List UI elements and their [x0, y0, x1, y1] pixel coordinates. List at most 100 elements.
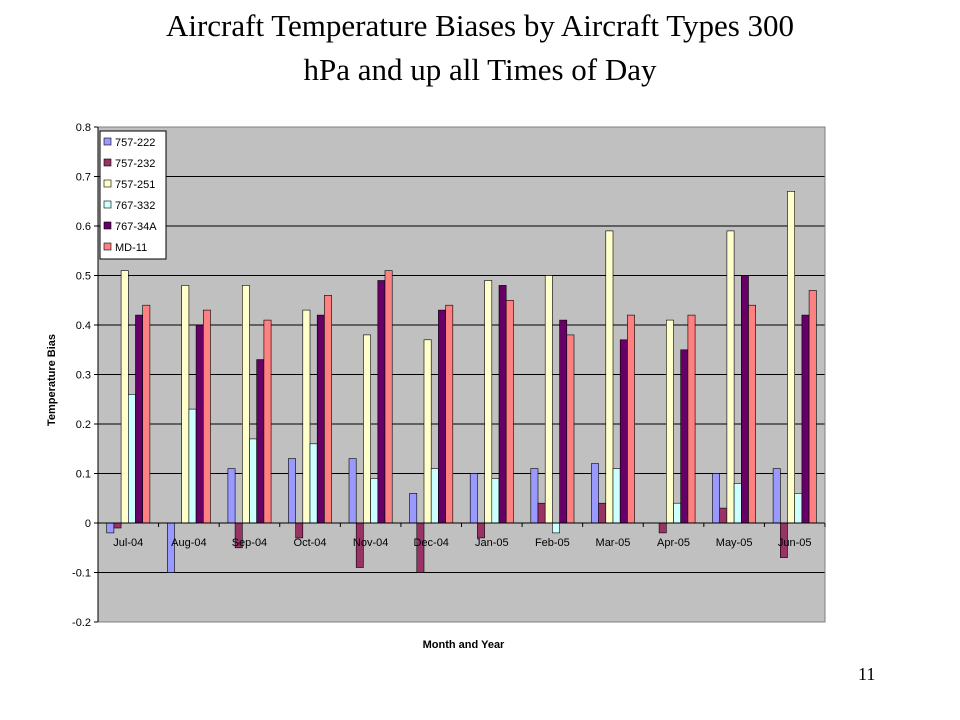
bar [106, 522, 115, 534]
bar [142, 304, 151, 524]
bar [302, 309, 311, 524]
y-tick-label: -0.1 [72, 568, 91, 580]
y-tick-label: 0.7 [76, 172, 91, 184]
legend-swatch [103, 200, 112, 209]
bar [673, 502, 681, 524]
bar [384, 270, 393, 524]
page-number: 11 [858, 664, 876, 684]
bar [687, 314, 696, 524]
bar [324, 294, 332, 524]
x-tick-label: Sep-04 [232, 537, 267, 549]
bar [559, 319, 568, 524]
bar [135, 314, 143, 524]
bar [530, 468, 539, 524]
bar [203, 309, 211, 524]
x-tick-label: Jan-05 [475, 537, 509, 549]
bar [120, 270, 129, 524]
legend-label: 757-232 [115, 158, 155, 170]
legend-swatch [103, 242, 112, 251]
bar [619, 339, 628, 524]
bar [794, 492, 803, 524]
bar [591, 463, 599, 524]
bar [537, 502, 546, 524]
bar [477, 522, 485, 539]
bar [605, 230, 614, 524]
x-tick-label: Mar-05 [596, 537, 631, 549]
legend-label: 767-34A [115, 221, 157, 233]
bar [309, 443, 318, 524]
bar [627, 314, 635, 524]
bar [658, 522, 667, 534]
y-tick-label: 0.1 [76, 469, 91, 481]
x-tick-label: Feb-05 [535, 537, 570, 549]
bar [772, 468, 781, 524]
x-tick-label: Jun-05 [778, 537, 812, 549]
x-axis-title: Month and Year [423, 639, 505, 651]
bar [430, 468, 439, 524]
x-tick-label: Aug-04 [171, 537, 206, 549]
bar [377, 280, 386, 524]
y-tick-label: 0.6 [76, 221, 91, 233]
y-tick-label: 0 [85, 518, 91, 530]
legend-swatch [103, 221, 112, 230]
bar [491, 478, 500, 524]
x-tick-label: Jul-04 [113, 537, 143, 549]
bar [195, 324, 204, 524]
bar [612, 468, 621, 524]
slide-title: Aircraft Temperature Biases by Aircraft … [60, 4, 900, 92]
legend-swatch [103, 179, 112, 188]
bar [227, 468, 236, 524]
bar [544, 275, 553, 524]
y-tick-label: 0.5 [76, 271, 91, 283]
bar [740, 275, 749, 524]
bar [316, 314, 325, 524]
bar [566, 334, 575, 524]
bar [719, 507, 728, 524]
bar [249, 438, 257, 524]
bar [445, 304, 454, 524]
bar [469, 473, 478, 524]
x-tick-label: Oct-04 [294, 537, 327, 549]
y-tick-label: 0.4 [76, 320, 91, 332]
bar [288, 458, 296, 524]
legend-label: 767-332 [115, 200, 155, 212]
bar [363, 334, 371, 524]
legend-label: 757-222 [115, 137, 155, 149]
bar [370, 478, 379, 524]
bar [295, 522, 304, 539]
legend-label: 757-251 [115, 179, 155, 191]
bar [128, 393, 136, 524]
slide-title-line-2: hPa and up all Times of Day [303, 52, 657, 87]
y-tick-label: 0.3 [76, 370, 91, 382]
legend-swatch [103, 158, 112, 167]
bar [733, 483, 742, 524]
bar [787, 191, 795, 524]
bar [423, 339, 432, 524]
bar [808, 290, 817, 524]
bar [726, 230, 735, 524]
bar [665, 319, 674, 524]
y-tick-label: -0.2 [72, 617, 91, 629]
bar [552, 522, 560, 534]
bar [680, 349, 689, 524]
bar [438, 309, 446, 524]
y-tick-label: 0.2 [76, 419, 91, 431]
bar [484, 280, 493, 524]
x-tick-label: Apr-05 [657, 537, 690, 549]
bar [256, 359, 265, 524]
x-tick-label: Nov-04 [353, 537, 388, 549]
x-tick-label: Dec-04 [413, 537, 448, 549]
legend-box [99, 130, 167, 260]
bar [712, 473, 720, 524]
x-tick-label: May-05 [716, 537, 753, 549]
bar [188, 408, 197, 524]
bar [348, 458, 357, 524]
bar [263, 319, 272, 524]
y-tick-label: 0.8 [76, 122, 91, 134]
bar [801, 314, 810, 524]
bar [748, 304, 756, 524]
legend-label: MD-11 [115, 242, 147, 254]
bar [113, 522, 122, 529]
legend-swatch [103, 137, 112, 146]
